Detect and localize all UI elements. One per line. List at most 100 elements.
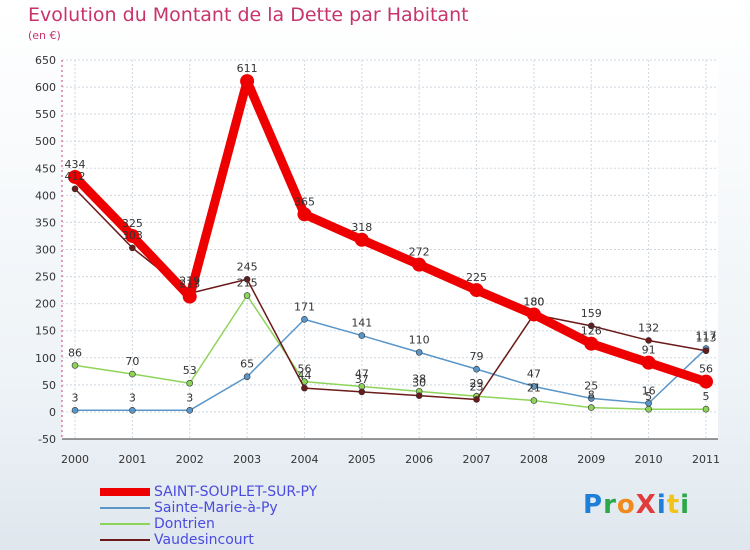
y-tick-label: 100	[35, 352, 56, 365]
legend-swatch	[100, 488, 150, 496]
legend-label: Sainte-Marie-à-Py	[154, 500, 278, 516]
x-tick-label: 2004	[290, 453, 318, 466]
y-tick-label: 50	[42, 379, 56, 392]
legend-swatch	[100, 539, 150, 541]
data-point	[473, 396, 480, 403]
x-tick-label: 2010	[635, 453, 663, 466]
data-label: 56	[297, 363, 311, 376]
data-point	[530, 383, 538, 390]
legend-item: Dontrien	[100, 516, 317, 532]
series-line-0	[71, 76, 708, 386]
data-point	[645, 399, 652, 407]
data-label: 412	[65, 170, 86, 183]
data-point	[526, 307, 541, 322]
legend-item: Sainte-Marie-à-Py	[100, 500, 317, 516]
data-point	[129, 407, 136, 414]
data-label: 37	[355, 373, 369, 386]
data-label: 245	[237, 260, 258, 273]
legend-swatch	[100, 523, 150, 525]
data-point	[297, 207, 312, 222]
data-label: 126	[581, 325, 602, 338]
y-tick-label: 500	[35, 135, 56, 148]
x-tick-label: 2003	[233, 453, 261, 466]
x-tick-label: 2007	[463, 453, 491, 466]
data-point	[301, 384, 308, 392]
data-point	[71, 407, 79, 414]
data-label: 16	[642, 384, 656, 397]
data-label: 8	[588, 389, 595, 402]
data-point	[587, 395, 595, 402]
data-label: 113	[696, 332, 717, 345]
data-point	[641, 355, 656, 370]
data-point	[243, 373, 251, 381]
data-point	[587, 322, 595, 330]
data-label: 70	[125, 355, 139, 368]
data-point	[186, 379, 194, 387]
data-label: 47	[527, 367, 541, 380]
legend-label: Dontrien	[154, 516, 215, 532]
data-label: 219	[179, 274, 200, 287]
x-tick-label: 2001	[118, 453, 146, 466]
legend-swatch	[100, 507, 150, 509]
data-label: 365	[294, 195, 315, 208]
data-label: 303	[122, 229, 143, 242]
y-tick-label: 250	[35, 271, 56, 284]
data-point	[412, 257, 427, 272]
data-label: 86	[68, 346, 82, 359]
legend: SAINT-SOUPLET-SUR-PY Sainte-Marie-à-Py Don…	[100, 484, 317, 548]
data-label: 171	[294, 300, 315, 313]
data-point	[469, 283, 484, 298]
data-label: 91	[642, 344, 656, 357]
data-label: 141	[351, 317, 372, 330]
x-tick-label: 2002	[176, 453, 204, 466]
data-label: 29	[470, 377, 484, 390]
data-label: 23	[470, 380, 484, 393]
data-label: 434	[65, 158, 86, 171]
data-label: 159	[581, 307, 602, 320]
series-line-2	[74, 294, 706, 410]
data-point	[358, 332, 366, 339]
data-point	[354, 232, 369, 247]
data-label: 117	[696, 330, 717, 343]
data-point	[415, 349, 423, 356]
proxiti-logo: ProXiti	[583, 490, 691, 520]
data-label: 65	[240, 358, 254, 371]
legend-label: Vaudesincourt	[154, 532, 254, 548]
legend-item: SAINT-SOUPLET-SUR-PY	[100, 484, 317, 500]
data-point	[71, 185, 79, 193]
y-tick-label: 600	[35, 81, 56, 94]
data-point	[301, 316, 308, 323]
data-point	[240, 74, 255, 89]
x-tick-label: 2000	[61, 453, 89, 466]
data-label: 5	[645, 390, 652, 403]
y-tick-label: 0	[49, 406, 56, 419]
data-label: 611	[237, 62, 258, 75]
y-tick-label: 550	[35, 108, 56, 121]
data-point	[125, 228, 140, 243]
data-label: 30	[412, 377, 426, 390]
data-point	[129, 244, 136, 252]
data-point	[182, 289, 197, 304]
data-point	[645, 405, 652, 413]
data-point	[702, 405, 710, 413]
data-label: 3	[129, 391, 136, 404]
data-point	[699, 374, 713, 389]
data-point	[645, 337, 652, 344]
y-tick-label: -50	[38, 433, 56, 446]
data-point	[584, 336, 599, 351]
data-point	[587, 404, 595, 411]
y-tick-label: 650	[35, 54, 56, 67]
data-point	[68, 169, 82, 184]
data-label: 3	[186, 391, 193, 404]
data-label: 79	[470, 350, 484, 363]
data-label: 47	[355, 367, 369, 380]
y-tick-label: 300	[35, 244, 56, 257]
legend-item: Vaudesincourt	[100, 532, 317, 548]
data-label: 25	[584, 379, 598, 392]
series-line-1	[75, 318, 707, 412]
data-point	[702, 347, 710, 355]
data-label: 132	[638, 321, 659, 334]
chart-title: Evolution du Montant de la Dette par Hab…	[28, 4, 469, 26]
data-label: 110	[409, 333, 430, 346]
chart-unit: (en €)	[28, 29, 61, 42]
